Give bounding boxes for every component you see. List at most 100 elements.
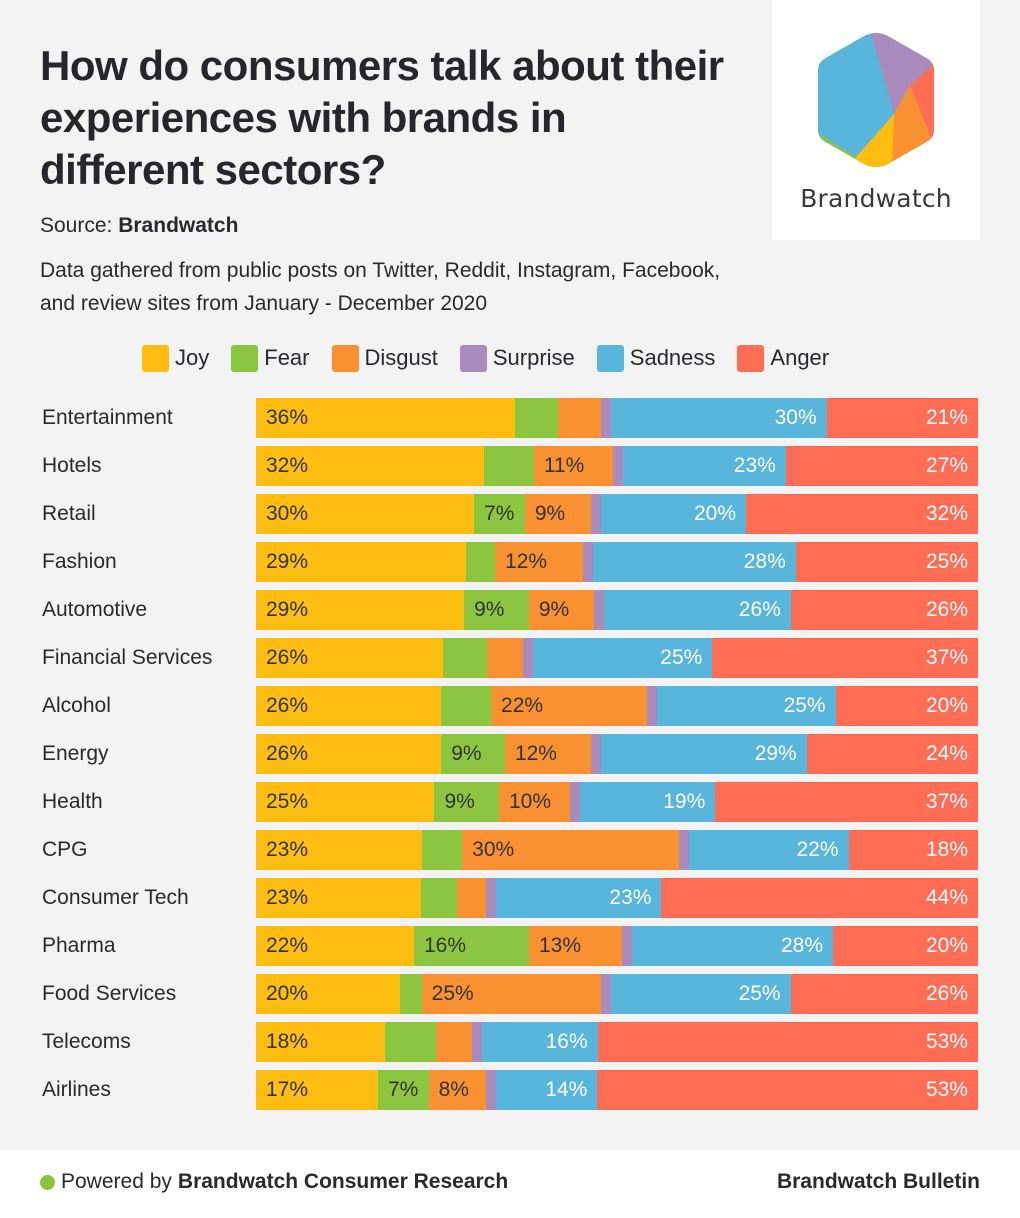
legend-swatch-joy (142, 344, 169, 372)
brandwatch-logo-card: Brandwatch (772, 0, 980, 240)
bar-segment-anger: 37% (712, 638, 978, 678)
category-label: Consumer Tech (42, 886, 189, 909)
data-label: 23% (266, 886, 309, 909)
bar-row-alcohol: Alcohol 26% 22% 25% 20% (0, 686, 1020, 726)
data-label: 27% (925, 454, 968, 477)
category-label: Telecoms (42, 1030, 131, 1053)
bar-segment-fear: 9% (434, 782, 499, 822)
bar-segment-fear (443, 638, 488, 678)
brandwatch-hexagon-logo-icon (818, 33, 934, 167)
brandwatch-wordmark: Brandwatch (800, 184, 952, 213)
bar-segment-sadness: 25% (532, 638, 713, 678)
bar-segment-surprise (570, 782, 581, 822)
bar-segment-sadness: 28% (632, 926, 833, 966)
bar-segment-joy: 29% (256, 542, 467, 582)
bar-row-consumer-tech: Consumer Tech 23% 23% 44% (0, 878, 1020, 918)
bar-segment-sadness: 25% (611, 974, 791, 1014)
bar-segment-disgust: 13% (529, 926, 622, 966)
bar-segment-fear (385, 1022, 437, 1062)
bar-segment-disgust: 9% (528, 590, 594, 630)
bar-segment-surprise (522, 638, 533, 678)
bar-segment-disgust: 8% (428, 1070, 487, 1110)
bar-segment-joy: 23% (256, 878, 422, 918)
data-label: 7% (484, 502, 515, 525)
bar-segment-fear: 16% (414, 926, 529, 966)
source-label: Source: (40, 214, 113, 237)
legend-label: Anger (770, 345, 830, 370)
bar-segment-anger: 53% (597, 1022, 978, 1062)
bar-segment-joy: 30% (256, 494, 475, 534)
bar-segment-sadness: 20% (600, 494, 747, 534)
bar-segment-sadness: 16% (482, 1022, 598, 1062)
bar-segment-fear (421, 878, 458, 918)
data-label: 22% (796, 838, 839, 861)
bar-segment-joy: 20% (256, 974, 400, 1014)
legend-swatch-disgust (331, 344, 359, 372)
stacked-bar: 26% 9% 12% 29% 24% (256, 734, 978, 774)
data-label: 22% (501, 694, 544, 717)
bar-row-energy: Energy 26% 9% 12% 29% 24% (0, 734, 1020, 774)
data-label: 20% (693, 502, 737, 525)
stacked-bar: 23% 23% 44% (256, 878, 978, 918)
bar-segment-fear (484, 446, 534, 486)
bar-segment-sadness: 26% (603, 590, 791, 630)
stacked-bar: 20% 25% 25% 26% (256, 974, 978, 1014)
bar-segment-surprise (679, 830, 690, 870)
data-label: 25% (660, 646, 703, 669)
chart-description: Data gathered from public posts on Twitt… (40, 259, 721, 315)
bar-segment-sadness: 23% (496, 878, 662, 918)
bar-segment-anger: 20% (833, 926, 978, 966)
stacked-bar: 17% 7% 8% 14% 53% (256, 1070, 978, 1110)
bar-segment-joy: 17% (256, 1070, 378, 1110)
data-label: 53% (925, 1078, 968, 1101)
legend-swatch-sadness (596, 344, 624, 372)
bar-segment-joy: 32% (256, 446, 485, 486)
bar-segment-anger: 27% (785, 446, 978, 486)
data-label: 30% (472, 838, 515, 861)
bar-row-health: Health 25% 9% 10% 19% 37% (0, 782, 1020, 822)
bar-segment-joy: 26% (256, 734, 442, 774)
legend-swatch-fear (231, 344, 259, 372)
bar-segment-disgust: 22% (491, 686, 648, 726)
bar-segment-disgust (487, 638, 523, 678)
bar-segment-sadness: 28% (592, 542, 796, 582)
bar-segment-anger: 53% (597, 1070, 978, 1110)
data-label: 21% (925, 406, 968, 429)
bar-segment-disgust: 12% (504, 734, 591, 774)
footer: Powered by Brandwatch Consumer Research … (0, 1150, 1020, 1218)
data-label: 26% (925, 982, 968, 1005)
category-label: Retail (42, 502, 96, 525)
stacked-bar: 26% 22% 25% 20% (256, 686, 978, 726)
bar-segment-sadness: 14% (496, 1070, 598, 1110)
category-label: Energy (42, 742, 109, 765)
bar-segment-surprise (486, 1070, 497, 1110)
bar-segment-anger: 24% (806, 734, 978, 774)
legend-label: Fear (264, 345, 310, 370)
bar-segment-disgust: 12% (495, 542, 583, 582)
data-label: 20% (925, 934, 968, 957)
bar-segment-disgust: 10% (498, 782, 571, 822)
legend-label: Surprise (492, 345, 575, 370)
category-label: Food Services (42, 982, 177, 1005)
bar-segment-fear: 7% (474, 494, 525, 534)
data-label: 9% (474, 598, 505, 621)
data-label: 30% (774, 406, 817, 429)
bar-segment-surprise (472, 1022, 483, 1062)
bar-row-food-services: Food Services 20% 25% 25% 26% (0, 974, 1020, 1014)
bar-row-automotive: Automotive 29% 9% 9% 26% 26% (0, 590, 1020, 630)
bar-segment-joy: 36% (256, 398, 515, 438)
data-label: 13% (539, 934, 582, 957)
bar-segment-joy: 23% (256, 830, 423, 870)
bar-segment-anger: 25% (795, 542, 978, 582)
category-label: Airlines (42, 1078, 111, 1101)
data-label: 9% (444, 790, 475, 813)
category-label: Financial Services (42, 646, 213, 669)
data-label: 25% (783, 694, 826, 717)
bar-segment-fear (422, 830, 463, 870)
data-label: 26% (266, 646, 309, 669)
data-label: 12% (505, 550, 548, 573)
legend-label: Disgust (364, 345, 438, 370)
bar-segment-anger: 20% (835, 686, 978, 726)
legend-item-joy: Joy (142, 344, 209, 372)
data-label: 30% (266, 502, 309, 525)
